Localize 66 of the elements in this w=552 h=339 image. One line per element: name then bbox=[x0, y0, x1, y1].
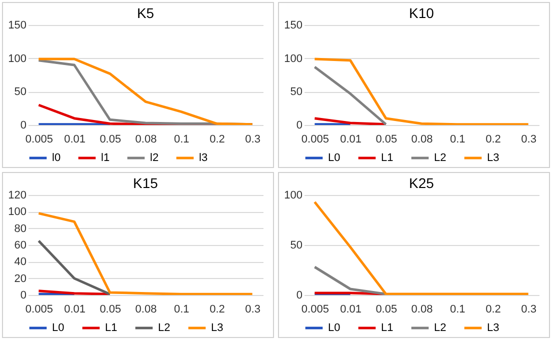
x-tick-label: 0.1 bbox=[174, 134, 190, 146]
y-tick-label: 50 bbox=[14, 86, 26, 98]
x-tick-label: 0.005 bbox=[25, 134, 53, 146]
x-tick-label: 0.2 bbox=[486, 134, 501, 146]
y-tick-label: 50 bbox=[290, 240, 302, 252]
x-tick-label: 0.08 bbox=[135, 304, 157, 316]
legend-label: L1 bbox=[105, 322, 118, 334]
y-tick-label: 20 bbox=[14, 272, 26, 285]
y-tick-label: 0 bbox=[296, 120, 302, 132]
legend-label: L3 bbox=[487, 322, 500, 334]
y-tick-label: 40 bbox=[14, 256, 26, 268]
x-tick-label: 0.05 bbox=[100, 134, 122, 146]
x-tick-label: 0.01 bbox=[64, 134, 86, 146]
x-tick-label: 0.05 bbox=[376, 134, 398, 146]
x-tick-label: 0.005 bbox=[25, 304, 53, 316]
x-tick-label: 0.1 bbox=[450, 134, 466, 146]
chart-title: K25 bbox=[409, 175, 434, 191]
x-tick-label: 0.3 bbox=[521, 134, 536, 146]
y-tick-label: 0 bbox=[20, 290, 26, 302]
x-tick-label: 0.1 bbox=[174, 304, 190, 316]
x-tick-label: 0.2 bbox=[210, 134, 225, 146]
x-tick-label: 0.005 bbox=[301, 134, 329, 146]
y-tick-label: 50 bbox=[290, 86, 302, 98]
y-tick-label: 150 bbox=[8, 20, 26, 32]
x-tick-label: 0.08 bbox=[135, 134, 157, 146]
chart-title: K15 bbox=[133, 175, 158, 191]
chart-title: K10 bbox=[409, 5, 434, 21]
legend-label: l2 bbox=[150, 152, 159, 164]
chart-title: K5 bbox=[136, 5, 154, 21]
y-tick-label: 100 bbox=[284, 190, 302, 202]
legend-label: L3 bbox=[211, 322, 224, 334]
y-tick-label: 100 bbox=[284, 52, 302, 65]
y-tick-label: 60 bbox=[14, 240, 26, 252]
x-tick-label: 0.3 bbox=[245, 134, 260, 146]
legend-label: l3 bbox=[199, 152, 208, 164]
legend-label: L2 bbox=[434, 152, 446, 164]
x-tick-label: 0.2 bbox=[486, 304, 501, 316]
y-tick-label: 0 bbox=[20, 120, 26, 132]
x-tick-label: 0.05 bbox=[100, 304, 122, 316]
x-tick-label: 0.08 bbox=[411, 134, 433, 146]
y-tick-label: 100 bbox=[8, 52, 26, 65]
legend-label: L1 bbox=[381, 322, 394, 334]
y-tick-label: 80 bbox=[14, 222, 26, 235]
y-tick-label: 120 bbox=[8, 190, 26, 202]
x-tick-label: 0.05 bbox=[376, 304, 398, 316]
legend-label: l1 bbox=[101, 152, 110, 164]
x-tick-label: 0.3 bbox=[245, 304, 260, 316]
legend-label: L2 bbox=[434, 322, 446, 334]
x-tick-label: 0.1 bbox=[450, 304, 466, 316]
legend-label: L2 bbox=[158, 322, 170, 334]
x-tick-label: 0.2 bbox=[210, 304, 225, 316]
y-tick-label: 0 bbox=[296, 290, 302, 302]
legend-label: L3 bbox=[487, 152, 500, 164]
x-tick-label: 0.01 bbox=[64, 304, 86, 316]
legend-label: l0 bbox=[52, 152, 61, 164]
y-tick-label: 100 bbox=[8, 206, 26, 218]
legend-label: L0 bbox=[52, 322, 64, 334]
legend-label: L1 bbox=[381, 152, 394, 164]
x-tick-label: 0.3 bbox=[521, 304, 536, 316]
legend-label: L0 bbox=[328, 322, 340, 334]
legend-label: L0 bbox=[328, 152, 340, 164]
x-tick-label: 0.01 bbox=[340, 304, 362, 316]
x-tick-label: 0.08 bbox=[411, 304, 433, 316]
x-tick-label: 0.005 bbox=[301, 304, 329, 316]
y-tick-label: 150 bbox=[284, 20, 302, 32]
x-tick-label: 0.01 bbox=[340, 134, 362, 146]
